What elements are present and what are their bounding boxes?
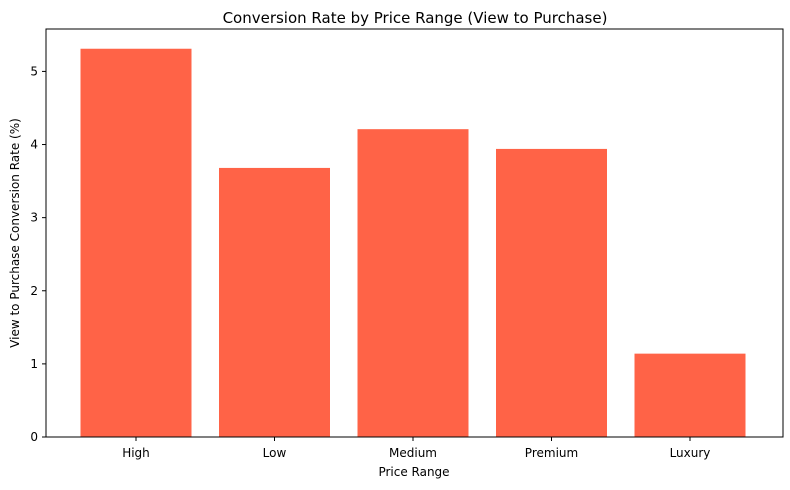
bar-luxury — [634, 353, 746, 437]
x-axis-ticks: High Low Medium Premium Luxury — [122, 437, 710, 460]
plot-frame — [45, 28, 784, 438]
y-tick-label: 5 — [30, 64, 38, 78]
y-tick-label: 0 — [30, 430, 38, 444]
x-tick-label: Luxury — [670, 446, 711, 460]
chart-title: Conversion Rate by Price Range (View to … — [223, 9, 608, 27]
y-tick-label: 1 — [30, 357, 38, 371]
bar-high — [80, 48, 192, 437]
bar-premium — [496, 148, 607, 437]
y-axis-label: View to Purchase Conversion Rate (%) — [8, 118, 22, 348]
y-tick-label: 4 — [30, 138, 38, 152]
x-tick-label: Premium — [525, 446, 578, 460]
y-tick-label: 2 — [30, 284, 38, 298]
y-tick-label: 3 — [30, 211, 38, 225]
x-tick-label: Low — [263, 446, 287, 460]
x-tick-label: Medium — [389, 446, 437, 460]
y-axis-ticks: 0 1 2 3 4 5 — [30, 64, 46, 444]
x-tick-label: High — [122, 446, 150, 460]
bar-medium — [357, 129, 469, 437]
bars-group — [80, 48, 746, 437]
x-axis-label: Price Range — [378, 465, 449, 479]
bar-low — [219, 167, 330, 437]
